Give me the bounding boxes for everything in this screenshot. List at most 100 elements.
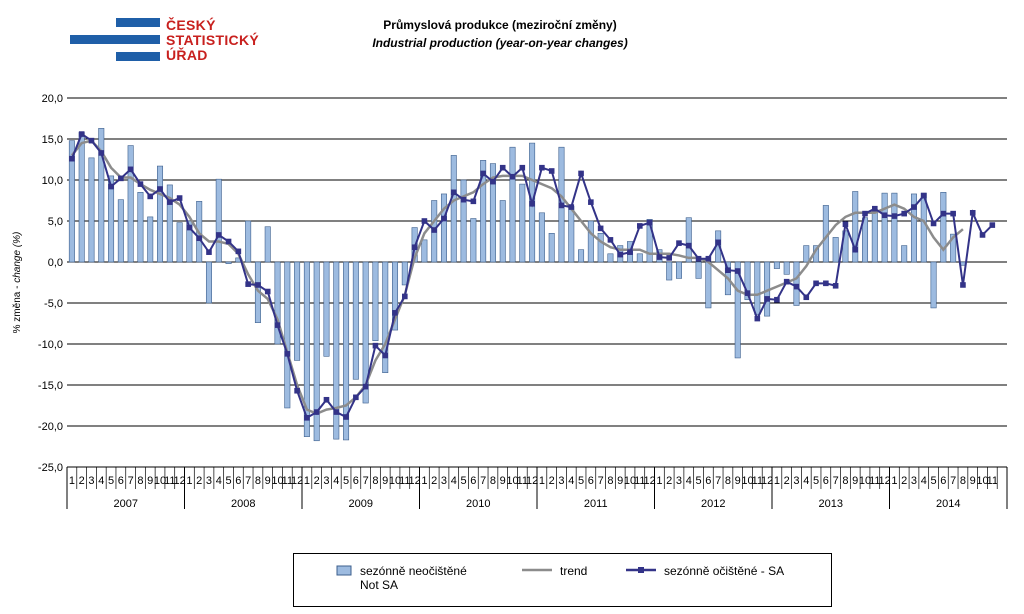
logo-bar [116,52,160,61]
x-tick-month: 12 [173,475,185,487]
sa-marker [823,280,829,287]
sa-marker [979,232,986,238]
x-tick-year: 2012 [701,498,725,510]
legend: sezónně neočištěné Not SA trend sezónně … [293,553,832,607]
x-tick-month: 1 [539,475,545,487]
x-tick-month: 8 [842,475,848,487]
legend-swatch-bar [336,565,352,576]
x-tick-month: 10 [389,475,401,487]
sa-marker [206,249,212,255]
x-tick-year: 2007 [114,498,138,510]
legend-item-not-sa: sezónně neočištěné Not SA [334,564,467,592]
bar-not-sa [450,155,457,263]
bar-not-sa [313,261,320,442]
bar-not-sa [519,183,526,263]
sa-marker [539,164,545,171]
x-tick-month: 8 [137,475,143,487]
x-tick-month: 11 [987,475,998,487]
x-tick-month: 7 [833,475,839,487]
x-tick-month: 11 [869,475,880,487]
sa-marker [940,210,947,217]
trend-line [70,139,964,416]
bar-not-sa [225,261,232,264]
sa-marker [255,282,261,288]
bar-not-sa [362,261,369,404]
bar-not-sa [88,157,95,263]
legend-label-sa: sezónně očištěné - SA [664,564,785,578]
sa-marker [167,199,173,205]
sa-marker [607,237,614,243]
x-tick-month: 3 [676,475,682,487]
bar-not-sa [950,233,957,263]
x-tick-month: 4 [216,475,222,487]
sa-marker [725,267,731,273]
x-tick-month: 5 [578,475,584,487]
sa-marker [127,166,134,173]
x-tick-month: 6 [823,475,829,487]
y-tick-label: 0,0 [48,257,63,269]
sa-marker [891,213,898,219]
x-tick-month: 3 [911,475,917,487]
x-tick-month: 2 [549,475,555,487]
x-tick-month: 9 [970,475,976,487]
bar-not-sa [147,216,154,263]
sa-marker [920,192,927,199]
x-tick-month: 11 [752,475,763,487]
x-tick-month: 4 [921,475,927,487]
sa-marker [343,414,349,420]
x-tick-month: 3 [206,475,212,487]
sa-marker [323,396,330,403]
x-tick-month: 7 [245,475,251,487]
bar-not-sa [734,261,741,359]
x-tick-month: 10 [741,475,753,487]
x-tick-month: 1 [304,475,310,487]
x-tick-month: 8 [607,475,613,487]
x-tick-month: 6 [940,475,946,487]
bar-not-sa [597,233,604,263]
bar-not-sa [392,261,399,331]
sa-marker [852,246,859,253]
sa-marker [597,225,604,232]
sa-marker [274,322,281,328]
sa-marker [392,310,398,316]
bar-not-sa [910,193,917,263]
bar-not-sa [401,261,408,286]
x-tick-year: 2009 [349,498,373,510]
x-tick-month: 9 [382,475,388,487]
bar-not-sa [294,261,301,361]
sa-marker [294,387,300,394]
x-tick-month: 5 [461,475,467,487]
x-tick-month: 7 [128,475,134,487]
x-tick-month: 6 [705,475,711,487]
sa-marker [676,240,682,246]
x-tick-month: 11 [164,475,175,487]
x-tick-month: 12 [408,475,420,487]
logo-text: ČESKÝ STATISTICKÝ ÚŘAD [166,18,259,63]
x-tick-month: 10 [154,475,166,487]
sa-marker [362,383,369,390]
bar-not-sa [470,218,477,263]
bar-not-sa [274,261,281,345]
bar-not-sa [891,192,898,263]
bar-not-sa [832,237,839,263]
sa-marker [617,251,624,258]
bar-not-sa [499,200,506,263]
sa-marker [421,218,428,224]
bar-not-sa [636,253,643,263]
x-tick-month: 9 [617,475,623,487]
sa-marker [872,205,878,212]
bar-not-sa [343,261,350,441]
y-tick-label: 20,0 [42,93,63,105]
sa-marker [382,352,389,359]
x-tick-month: 11 [399,475,410,487]
bar-not-sa [509,146,516,263]
sa-marker [431,227,437,233]
x-tick-month: 5 [696,475,702,487]
sa-marker [783,278,790,285]
y-tick-label: 10,0 [42,175,63,187]
sa-marker [353,394,359,401]
x-tick-month: 1 [774,475,780,487]
x-tick-month: 7 [598,475,604,487]
sa-marker [245,281,251,287]
sa-marker [402,293,408,300]
